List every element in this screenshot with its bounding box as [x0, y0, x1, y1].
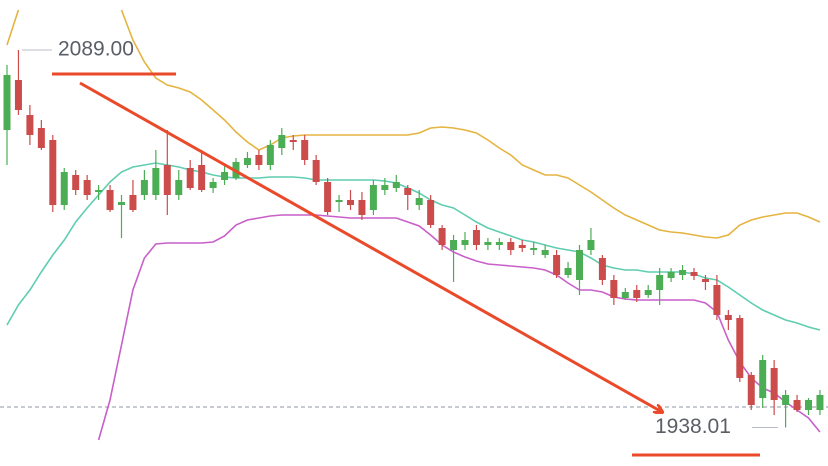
candle-body: [129, 195, 137, 210]
candle-body: [335, 200, 343, 202]
candle-body: [713, 285, 721, 315]
candle-body: [610, 280, 618, 298]
candle-body: [576, 250, 583, 280]
band-line: [6, 9, 821, 239]
trend-arrow: [79, 81, 662, 412]
band-line: [6, 162, 821, 331]
candle-body: [782, 395, 790, 405]
candle-body: [793, 400, 801, 410]
candles: [3, 50, 824, 428]
candle-body: [358, 200, 366, 215]
candle-body: [598, 258, 606, 280]
candle-body: [37, 128, 45, 148]
candle-body: [266, 145, 274, 165]
candle-body: [3, 75, 11, 130]
candle-body: [587, 240, 595, 250]
candle-body: [289, 140, 297, 142]
candle-body: [736, 318, 744, 378]
candle-body: [553, 255, 561, 275]
candle-body: [747, 375, 755, 405]
candle-body: [541, 250, 549, 255]
low-price-label: 1938.01: [655, 415, 731, 438]
candle-body: [301, 140, 309, 160]
candle-body: [633, 290, 641, 298]
candle-body: [690, 272, 698, 276]
candle-body: [381, 185, 389, 190]
candle-body: [369, 185, 377, 210]
candle-body: [415, 198, 423, 205]
candle-body: [427, 200, 435, 225]
candle-body: [724, 315, 732, 320]
band-line: [97, 214, 821, 441]
candle-body: [209, 182, 217, 188]
candle-body: [656, 275, 664, 290]
candle-body: [759, 360, 767, 398]
candle-body: [404, 188, 412, 195]
candle-body: [530, 248, 538, 250]
candle-body: [186, 168, 194, 188]
candle-body: [95, 190, 103, 192]
candle-body: [278, 135, 286, 148]
candle-body: [106, 190, 114, 210]
candle-body: [221, 172, 229, 180]
candle-body: [14, 80, 22, 110]
candle-body: [324, 182, 332, 212]
candle-body: [243, 158, 251, 165]
annotations: 2089.00 1938.01: [22, 38, 778, 457]
candle-body: [495, 242, 503, 245]
candle-body: [564, 268, 572, 275]
candle-body: [770, 368, 778, 400]
candle-body: [49, 140, 57, 205]
candle-body: [438, 228, 446, 245]
candle-body: [163, 165, 171, 195]
candle-body: [805, 400, 812, 410]
candle-body: [60, 172, 68, 205]
candle-body: [140, 180, 148, 195]
high-price-label: 2089.00: [58, 38, 134, 61]
candle-body: [312, 160, 320, 182]
candle-body: [644, 290, 652, 295]
candle-body: [152, 168, 160, 195]
candle-body: [118, 202, 125, 205]
candle-body: [507, 242, 515, 250]
candle-body: [450, 240, 458, 250]
candle-body: [72, 175, 80, 190]
candle-body: [679, 270, 687, 275]
candle-body: [255, 155, 263, 165]
candle-body: [461, 240, 469, 245]
candle-body: [198, 165, 206, 190]
candle-body: [518, 245, 526, 248]
candle-body: [347, 200, 354, 205]
candle-body: [392, 182, 400, 188]
bands: [0, 9, 828, 441]
candle-body: [667, 272, 675, 278]
candle-body: [816, 395, 824, 410]
candle-body: [26, 115, 34, 135]
candle-body: [83, 180, 91, 195]
candle-body: [701, 279, 709, 282]
candle-body: [484, 242, 492, 245]
candle-body: [621, 292, 629, 298]
candle-body: [175, 180, 183, 195]
candle-body: [472, 230, 480, 245]
